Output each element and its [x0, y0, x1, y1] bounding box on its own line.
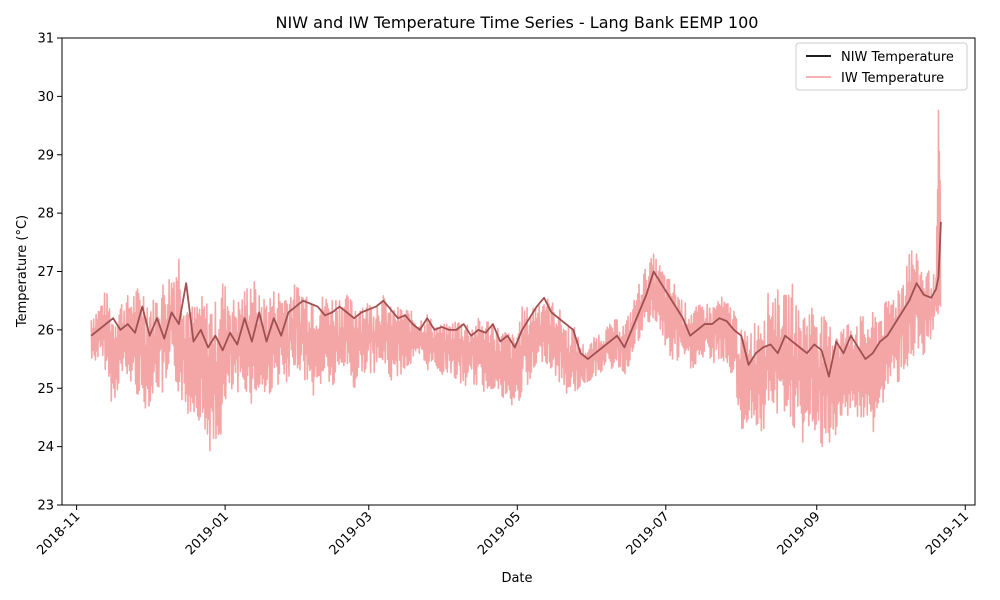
x-axis-label: Date: [501, 571, 532, 586]
legend-label-iw: IW Temperature: [841, 71, 944, 86]
y-tick-label: 25: [37, 382, 54, 397]
x-tick-label: 2019-09: [775, 509, 824, 558]
x-tick-label: 2019-01: [183, 509, 232, 558]
y-tick-label: 28: [37, 207, 54, 222]
x-tick-label: 2019-07: [624, 509, 673, 558]
niw-temperature-line: [90, 221, 942, 378]
legend-label-niw: NIW Temperature: [841, 50, 954, 65]
y-tick-label: 23: [37, 499, 54, 514]
y-tick-label: 29: [37, 148, 54, 163]
plot-frame: [61, 37, 976, 506]
chart-title: NIW and IW Temperature Time Series - Lan…: [276, 13, 759, 32]
legend-box: [795, 42, 968, 91]
x-tick-label: 2018-11: [34, 509, 83, 558]
y-axis-label: Temperature (°C): [15, 215, 30, 328]
y-tick-label: 24: [37, 440, 54, 455]
iw-temperature-line: [90, 109, 942, 452]
x-tick-label: 2019-03: [327, 509, 376, 558]
plot-area: 23 24 25 26 27 28 29 30 31 2018-11 2019-01 2019-03 2…: [34, 32, 976, 558]
x-tick-label: 2019-05: [475, 509, 524, 558]
legend: NIW Temperature IW Temperature: [795, 42, 968, 91]
y-tick-label: 30: [37, 90, 54, 105]
y-tick-label: 27: [37, 265, 54, 280]
x-tick-label: 2019-11: [923, 509, 972, 558]
y-tick-label: 31: [37, 32, 54, 47]
y-tick-label: 26: [37, 323, 54, 338]
